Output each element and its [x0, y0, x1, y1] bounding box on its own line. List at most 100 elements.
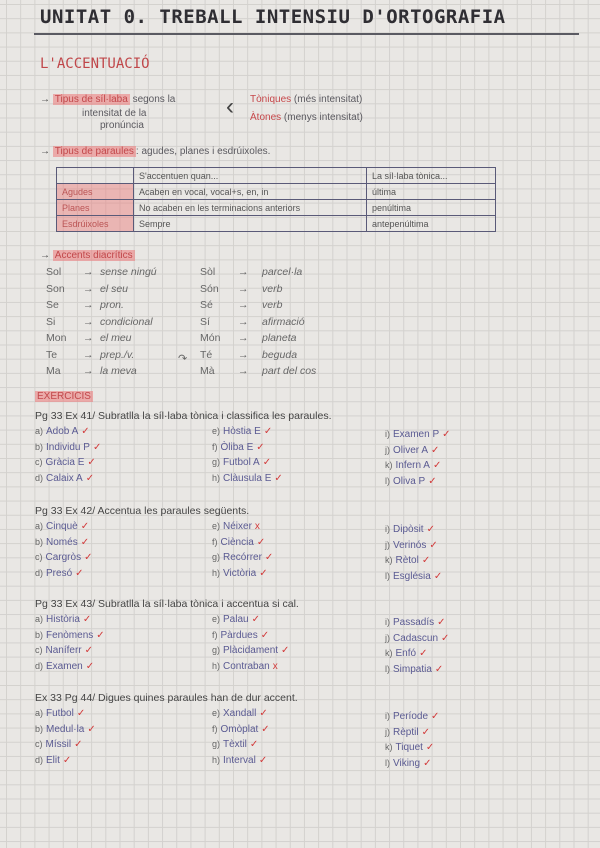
- exercise-answer: b) Fenòmens ✓: [35, 630, 105, 641]
- table-cell: Esdrúixoles: [56, 215, 134, 232]
- exercise-answer: a) Cinquè ✓: [35, 521, 89, 532]
- check-mark-icon: ✓: [259, 567, 268, 579]
- check-mark-icon: ✓: [264, 552, 274, 563]
- answer-word: Història: [46, 614, 80, 625]
- exercise-answer: i) Passadís ✓: [385, 617, 446, 628]
- item-letter: h): [212, 472, 221, 483]
- swap-arrow-icon: ↷: [178, 353, 188, 365]
- answer-word: Palau: [223, 614, 249, 625]
- exercise-answer: h) Interval ✓: [212, 755, 267, 766]
- check-mark-icon: ✓: [87, 723, 96, 735]
- table-header-cell: La síl·laba tònica...: [366, 167, 496, 184]
- exercise-answer: d) Examen ✓: [35, 661, 94, 672]
- exercises-label-text: EXERCICIS: [35, 391, 93, 402]
- answer-word: Néixer: [223, 521, 252, 532]
- item-letter: i): [385, 429, 390, 439]
- item-letter: g): [212, 457, 221, 467]
- diacritic-word-accented: Sí: [200, 315, 210, 328]
- arrow-icon: →: [238, 348, 249, 361]
- diacritic-meaning: pron.: [100, 299, 124, 311]
- item-letter: d): [35, 754, 44, 765]
- table-row: Agudes Acaben en vocal, vocal+s, en, in úl…: [56, 183, 496, 200]
- table-row: Esdrúixoles Sempre antepenúltima: [56, 215, 496, 232]
- check-mark-icon: ✓: [433, 570, 443, 582]
- check-mark-icon: ✓: [251, 614, 260, 625]
- syllable-types-rest2: intensitat de la: [82, 108, 147, 119]
- diacritic-word: Si: [46, 315, 56, 328]
- table-cell: antepenúltima: [366, 215, 496, 232]
- exercise-answer: l) Viking ✓: [385, 758, 431, 769]
- check-mark-icon: ✓: [256, 536, 266, 548]
- check-mark-icon: ✓: [419, 648, 428, 659]
- diacritics-label: Accents diacrítics: [52, 250, 135, 261]
- check-mark-icon: ✓: [428, 475, 437, 487]
- answer-word: Medul·la: [46, 723, 85, 735]
- diacritic-meaning: el seu: [100, 282, 129, 295]
- diacritic-word-accented: Sòl: [200, 266, 216, 278]
- answer-word: Plàcidament: [223, 645, 279, 656]
- arrow-icon: →: [238, 332, 249, 344]
- check-mark-icon: ✓: [281, 645, 290, 656]
- exercise-answer: l) Simpatia ✓: [385, 664, 443, 675]
- arrow-icon: →: [238, 299, 249, 311]
- item-letter: f): [212, 723, 218, 734]
- exercise-heading: Pg 33 Ex 41/ Subratlla la síl·laba tònic…: [35, 410, 332, 422]
- answer-word: Adob A: [46, 426, 79, 437]
- cross-mark-icon: x: [272, 660, 278, 672]
- check-mark-icon: ✓: [85, 660, 95, 672]
- answer-word: Míssil: [45, 739, 72, 750]
- check-mark-icon: ✓: [76, 708, 86, 719]
- arrow-icon: →: [83, 365, 94, 377]
- arrow-icon: →: [83, 299, 94, 311]
- exercise-answer: e) Hòstia E ✓: [212, 426, 272, 437]
- diacritic-meaning: la meva: [100, 365, 137, 377]
- page-title: UNITAT 0. TREBALL INTENSIU D'ORTOGRAFIA: [40, 6, 506, 28]
- item-letter: j): [385, 726, 390, 737]
- diacritic-word-accented: Són: [200, 282, 219, 295]
- arrow-icon: →: [238, 315, 249, 328]
- tonic-label: Tòniques: [250, 94, 292, 105]
- answer-word: Dipòsit: [393, 524, 424, 535]
- exercise-answer: i) Dipòsit ✓: [385, 524, 435, 535]
- check-mark-icon: ✓: [81, 426, 90, 437]
- check-mark-icon: ✓: [423, 757, 432, 769]
- item-letter: b): [35, 536, 44, 547]
- answer-word: Futbol: [46, 708, 74, 719]
- exercise-answer: c) Cargròs ✓: [35, 552, 92, 563]
- answer-word: Interval: [223, 754, 256, 766]
- check-mark-icon: ✓: [74, 739, 83, 750]
- exercise-answer: k) Tiquet ✓: [385, 742, 434, 753]
- item-letter: e): [212, 614, 221, 624]
- table-cell: Planes: [56, 199, 134, 216]
- item-letter: d): [35, 567, 44, 578]
- exercise-heading: Pg 33 Ex 43/ Subratlla la síl·laba tònic…: [35, 598, 299, 610]
- answer-word: Individu P: [46, 441, 90, 453]
- answer-word: Tiquet: [395, 742, 423, 753]
- answer-word: Victòria: [223, 567, 257, 579]
- check-mark-icon: ✓: [442, 429, 451, 440]
- exercise-answer: j) Verinós ✓: [385, 540, 438, 551]
- answer-word: Elit: [46, 754, 60, 766]
- item-letter: c): [35, 552, 43, 562]
- item-letter: f): [212, 441, 218, 452]
- item-letter: d): [35, 472, 44, 483]
- answer-word: Naníferr: [45, 645, 82, 656]
- diacritic-meaning-accented: part del cos: [262, 365, 317, 377]
- answer-word: Pàrdues: [220, 629, 258, 641]
- diacritic-meaning: sense ningú: [100, 266, 157, 278]
- diacritic-meaning: condicional: [100, 315, 153, 328]
- tonic-note: (més intensitat): [293, 94, 363, 105]
- exercise-answer: c) Míssil ✓: [35, 739, 82, 750]
- check-mark-icon: ✓: [274, 472, 283, 484]
- item-letter: b): [35, 723, 44, 734]
- accent-rules-table: S'accentuen quan... La síl·laba tònica...…: [56, 167, 496, 232]
- diacritic-meaning-accented: beguda: [262, 348, 298, 361]
- exercise-answer: d) Calaix A ✓: [35, 473, 94, 484]
- item-letter: i): [385, 617, 390, 627]
- diacritic-word: Son: [46, 282, 65, 295]
- check-mark-icon: ✓: [432, 460, 442, 471]
- check-mark-icon: ✓: [92, 441, 102, 453]
- exercise-answer: h) Clàusula E ✓: [212, 473, 283, 484]
- item-letter: e): [212, 708, 221, 718]
- exercise-answer: f) Òliba E ✓: [212, 442, 265, 453]
